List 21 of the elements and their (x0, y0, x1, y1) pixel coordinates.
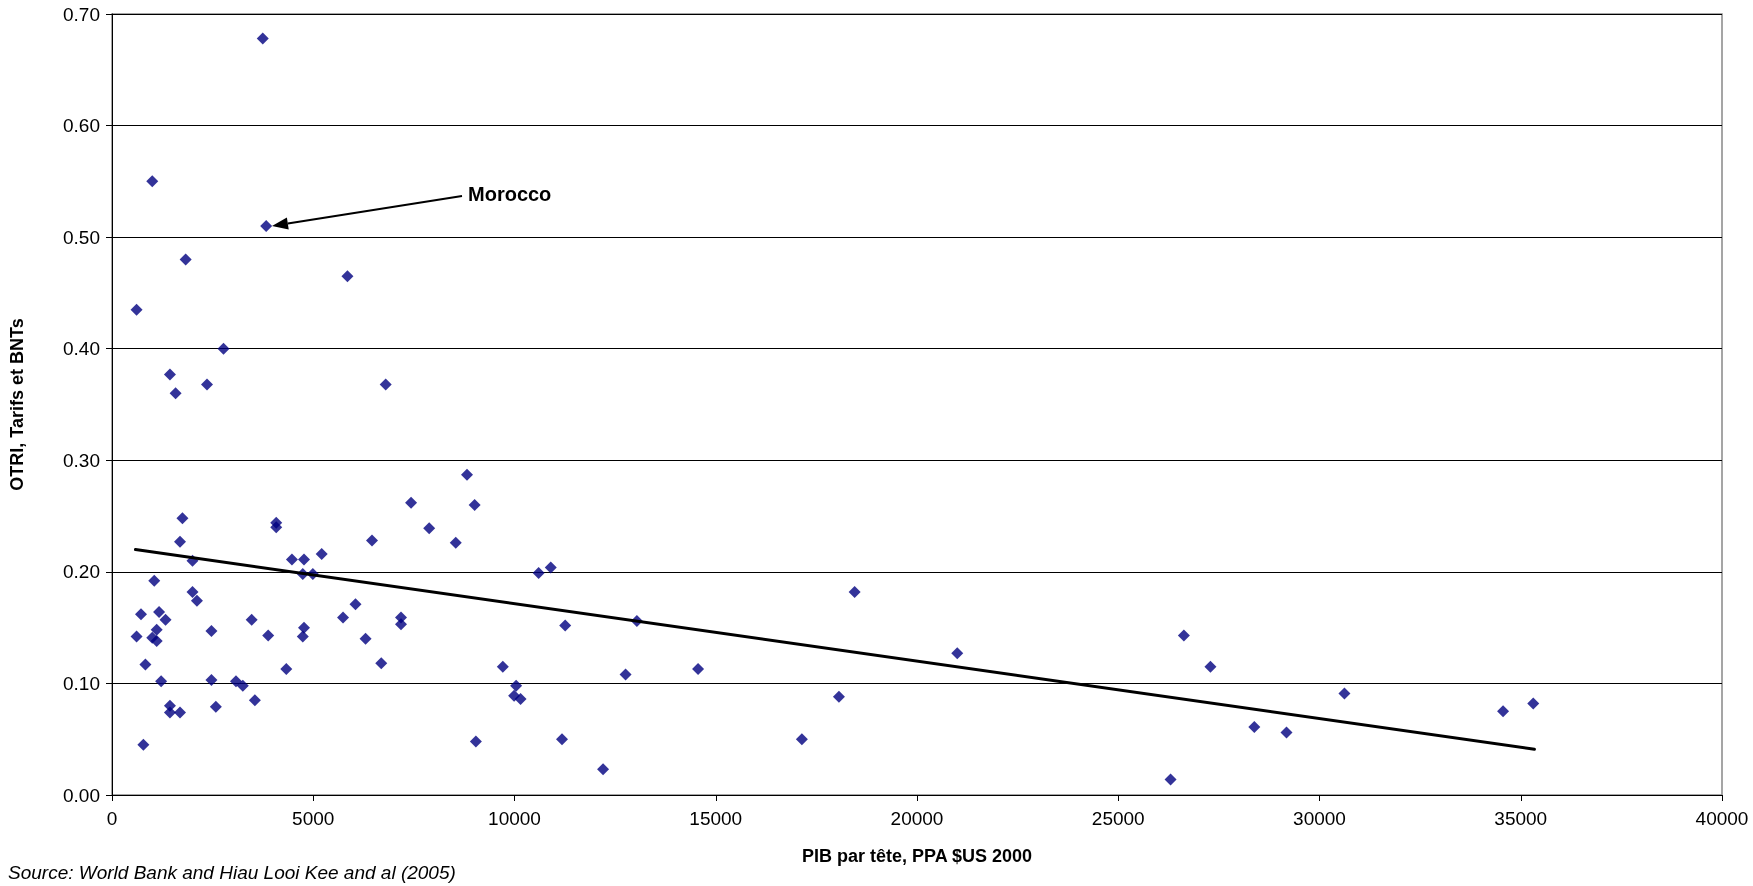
y-tick-label: 0.60 (63, 115, 100, 137)
y-tick-label: 0.30 (63, 449, 100, 471)
x-tick-label: 35000 (1494, 808, 1548, 829)
y-tick-label: 0.00 (63, 784, 100, 806)
x-axis-title: PIB par tête, PPA $US 2000 (801, 846, 1033, 866)
y-tick-label: 0.40 (63, 338, 100, 360)
x-tick-label: 15000 (689, 808, 743, 829)
source-note: Source: World Bank and Hiau Looi Kee and al (2005) (8, 862, 456, 883)
y-tick-label: 0.70 (63, 3, 100, 25)
y-tick-label: 0.50 (63, 226, 100, 248)
x-tick-label: 0 (106, 808, 118, 829)
y-tick-label: 0.20 (63, 561, 100, 583)
x-tick-label: 30000 (1293, 808, 1346, 829)
annotation: Morocco (468, 183, 552, 206)
x-tick-label: 25000 (1091, 808, 1145, 829)
x-tick-label: 10000 (488, 808, 541, 829)
x-tick-label: 20000 (890, 808, 944, 829)
x-tick-label: 40000 (1695, 808, 1749, 829)
y-tick-label: 0.10 (63, 672, 100, 694)
x-tick-label: 5000 (292, 808, 335, 829)
y-axis-title: OTRI, Tarifs et BNTs (7, 318, 27, 491)
